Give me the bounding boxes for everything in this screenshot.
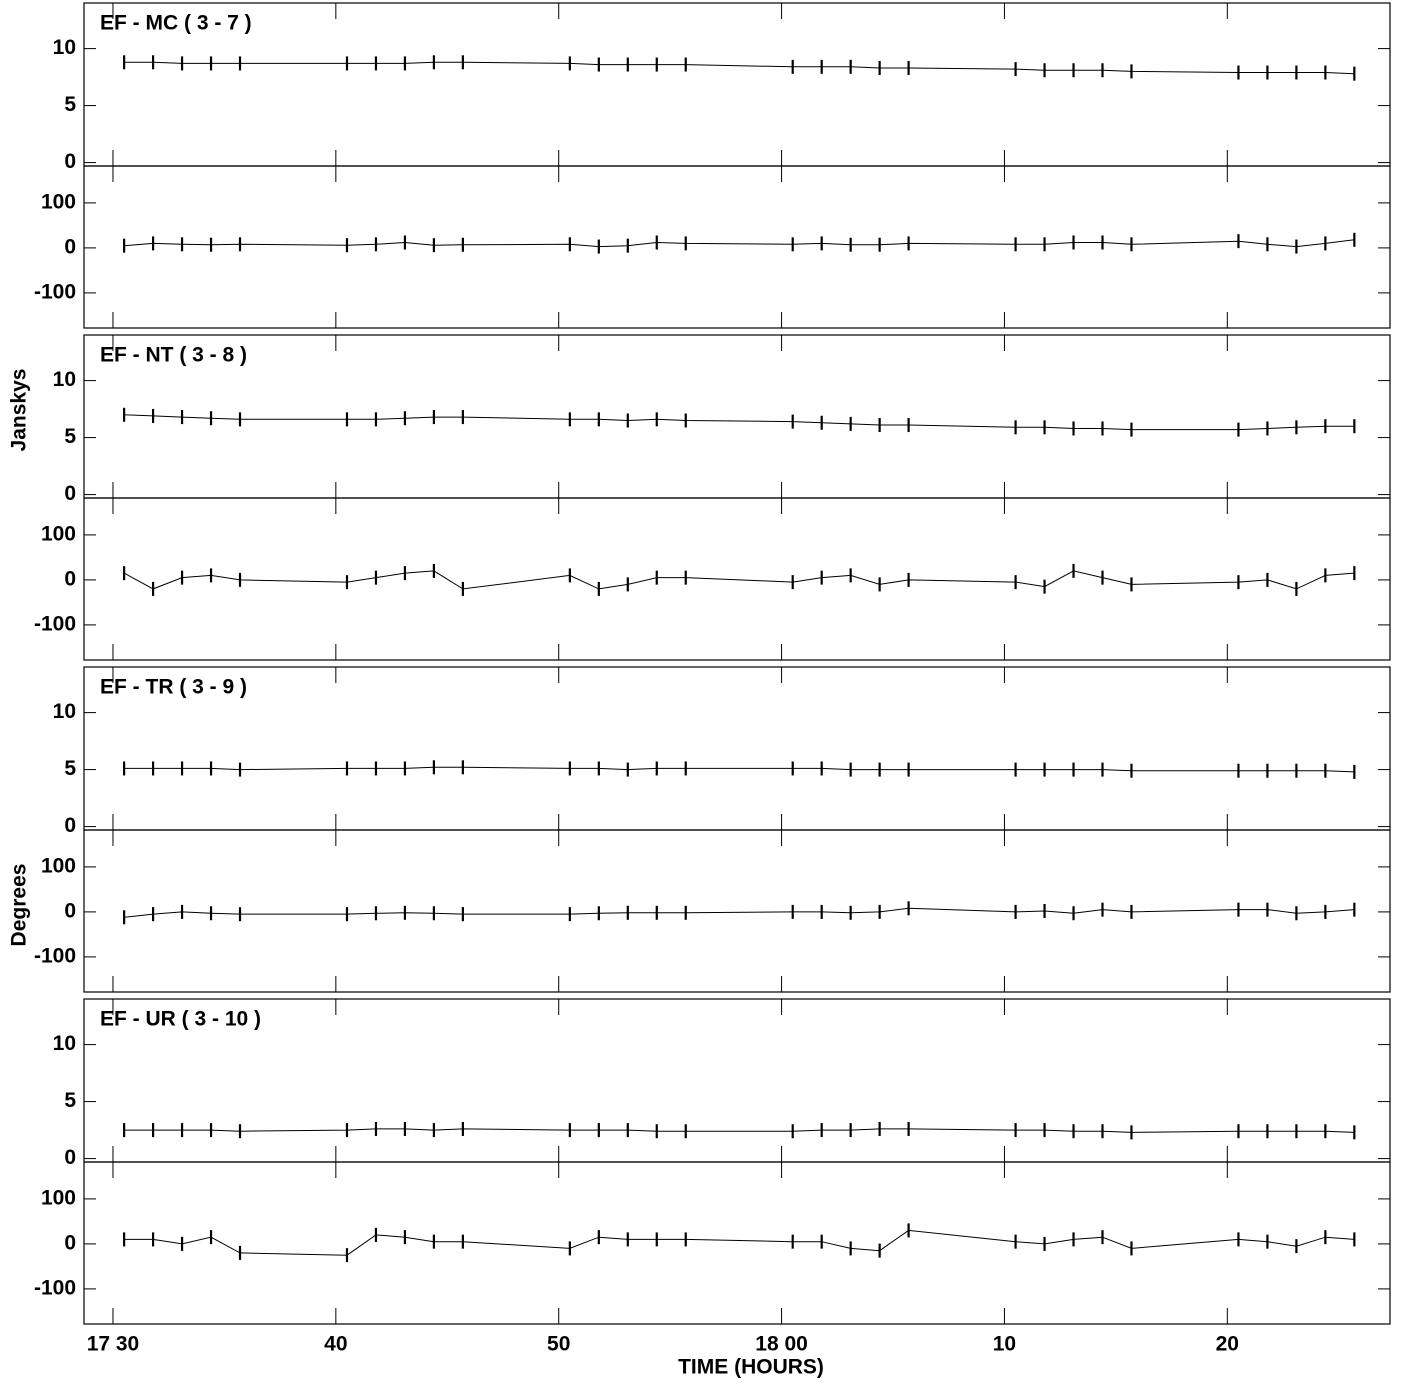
panel-frame (83, 1161, 1391, 1325)
y-tick-label: 5 (64, 93, 76, 116)
model-line (124, 766, 1355, 773)
y-tick-label: 10 (53, 36, 76, 59)
y-tick-label: 0 (64, 814, 76, 837)
y-tick-label: 0 (64, 567, 76, 590)
y-tick-label: 100 (41, 522, 76, 545)
y-axis-label: Janskys (8, 369, 31, 452)
model-line (124, 1128, 1355, 1133)
x-tick-label: 18 00 (755, 1333, 808, 1356)
y-tick-label: 0 (64, 1146, 76, 1169)
y2-axis-label: Degrees (8, 864, 31, 947)
y-tick-label: -100 (34, 1276, 76, 1299)
y-tick-label: -100 (34, 280, 76, 303)
panel-frame (83, 2, 1391, 167)
panel-frame (83, 497, 1391, 661)
x-tick-label: 10 (993, 1333, 1016, 1356)
panel-frame (83, 998, 1391, 1163)
model-line (124, 414, 1355, 431)
y-tick-label: 0 (64, 235, 76, 258)
model-line (124, 239, 1355, 248)
model-line (124, 61, 1355, 75)
panel-title: EF - NT ( 3 - 8 ) (100, 344, 247, 367)
panel-frame (83, 334, 1391, 499)
model-line (123, 570, 1355, 590)
panel-title: EF - TR ( 3 - 9 ) (100, 676, 247, 699)
y-tick-label: 5 (64, 425, 76, 448)
y-tick-label: 100 (41, 854, 76, 877)
y-tick-label: 0 (64, 1231, 76, 1254)
y-tick-label: 0 (64, 150, 76, 173)
model-line (124, 1229, 1355, 1256)
panel-frame (83, 165, 1391, 329)
panel-frame (83, 666, 1391, 831)
y-tick-label: 5 (64, 757, 76, 780)
y-tick-label: -100 (34, 944, 76, 967)
y-tick-label: 0 (64, 482, 76, 505)
x-tick-label: 20 (1216, 1333, 1239, 1356)
y-tick-label: 5 (64, 1089, 76, 1112)
model-line (124, 907, 1355, 918)
x-tick-label: 50 (547, 1333, 570, 1356)
x-tick-label: 40 (324, 1333, 347, 1356)
panel-frame (83, 829, 1391, 993)
y-tick-label: 100 (41, 190, 76, 213)
x-tick-label: 17 30 (87, 1333, 140, 1356)
y-tick-label: 10 (53, 700, 76, 723)
x-axis-label: TIME (HOURS) (678, 1356, 824, 1379)
panel-title: EF - UR ( 3 - 10 ) (100, 1008, 261, 1031)
y-tick-label: 10 (53, 368, 76, 391)
y-tick-label: 0 (64, 899, 76, 922)
y-tick-label: 10 (53, 1032, 76, 1055)
panel-title: EF - MC ( 3 - 7 ) (100, 12, 252, 35)
y-tick-label: 100 (41, 1186, 76, 1209)
y-tick-label: -100 (34, 612, 76, 635)
